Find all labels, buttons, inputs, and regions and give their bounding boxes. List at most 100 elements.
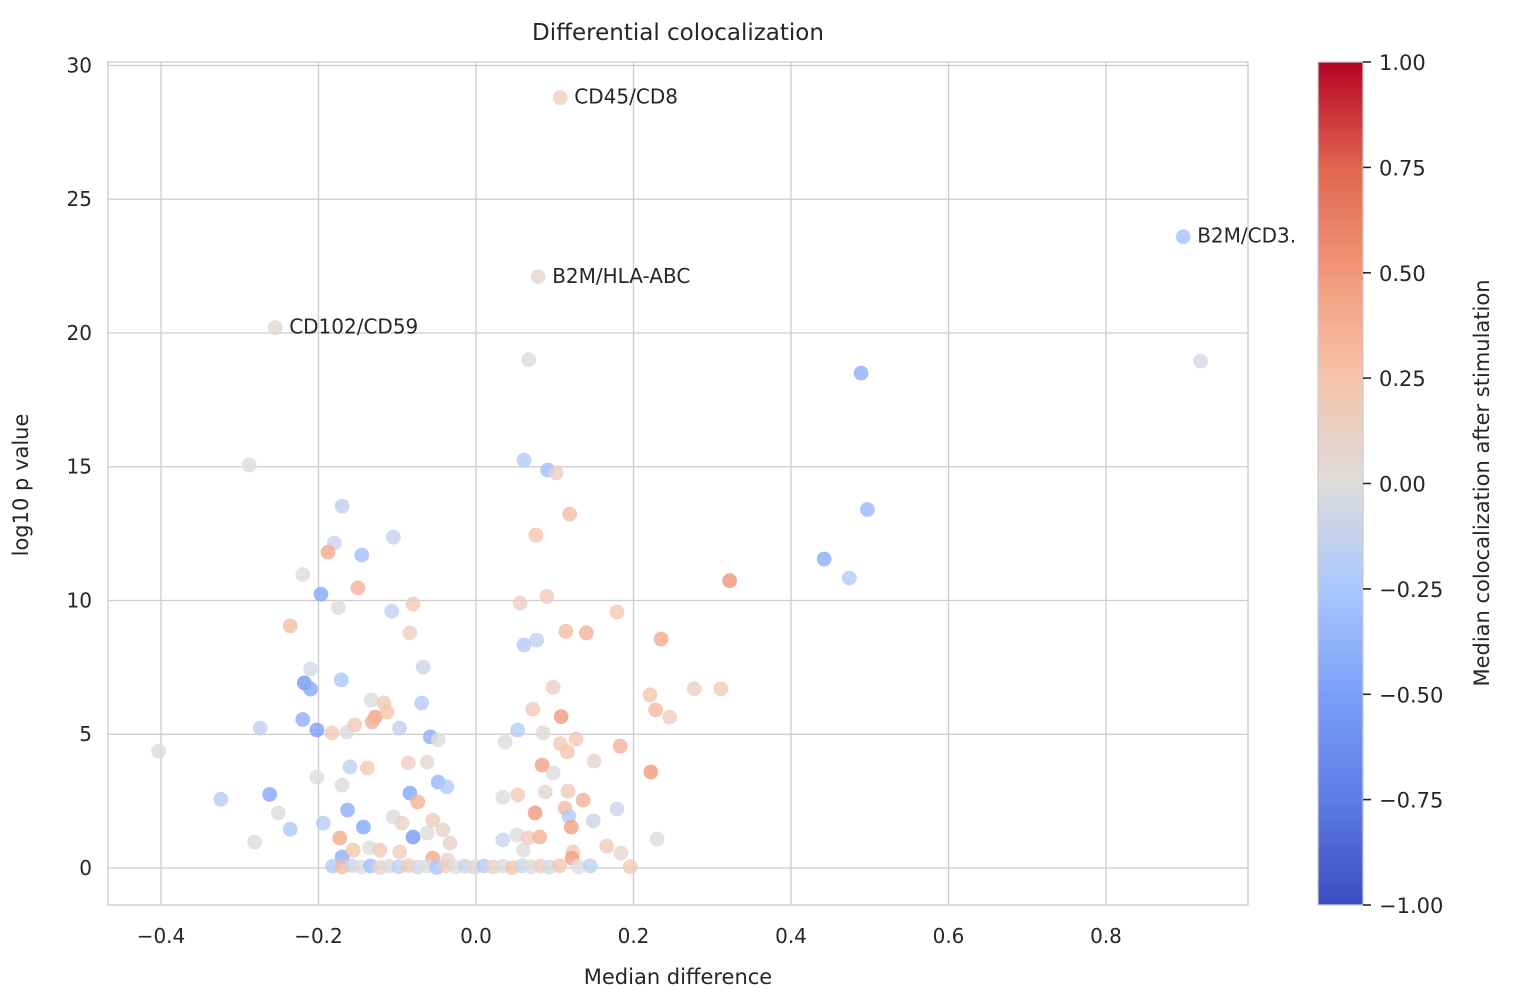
data-point [303,681,318,697]
data-point [535,725,551,741]
data-point [512,595,528,611]
data-point [270,805,286,821]
data-point [515,842,531,858]
colorbar-tick-label: −1.00 [1379,894,1443,918]
data-point [495,832,511,848]
data-point [497,734,513,750]
data-point [324,725,340,741]
x-tick-labels: −0.4 −0.2 0.0 0.2 0.4 0.6 0.8 [137,924,1122,948]
data-point [713,681,729,697]
data-point [649,831,665,847]
data-point [642,687,658,703]
data-point [405,596,421,612]
colorbar-tick-label: −0.75 [1379,789,1443,813]
data-point [529,632,544,648]
colorbar-label: Median colocalization after stimulation [1470,279,1494,686]
data-point [560,744,575,760]
data-point [599,838,615,854]
data-point [582,858,598,874]
data-point [241,457,257,473]
data-point [262,787,278,802]
y-tick-label: 5 [79,722,92,746]
colorbar-tick-label: −0.50 [1379,683,1443,707]
data-point [425,812,441,828]
x-tick-label: 0.0 [460,924,492,948]
data-point [303,661,318,677]
point-annotation: CD45/CD8 [574,85,678,109]
data-point [295,567,311,582]
data-point [643,764,659,780]
data-point [545,765,561,781]
data-point [520,830,536,846]
data-point [853,365,869,381]
data-point [364,714,380,730]
data-point [252,720,268,736]
data-point [816,551,832,567]
x-axis-label: Median difference [584,965,772,989]
data-point [334,498,350,514]
data-point [309,722,325,738]
y-tick-labels: 0 5 10 15 20 25 30 [67,54,92,881]
data-point [392,720,407,736]
data-point [347,717,363,733]
data-point [722,573,737,589]
y-tick-label: 0 [79,856,92,880]
colorbar-gradient [1317,61,1364,906]
data-point [435,822,451,838]
data-point [415,659,431,675]
data-point [558,623,574,639]
data-point [510,722,526,738]
data-point [372,842,388,858]
colorbar-tick-label: 0.75 [1379,156,1426,180]
data-point [552,90,568,105]
data-point [530,269,546,285]
data-point [392,844,407,860]
data-point [402,625,418,641]
data-point [295,712,311,727]
data-point [561,808,577,824]
data-point [562,506,578,522]
data-point [539,589,555,604]
data-point [332,830,348,846]
point-annotation: B2M/CD3. [1197,224,1296,248]
data-point [419,754,435,770]
data-point [495,789,511,805]
data-point [860,502,875,517]
x-tick-label: 0.2 [618,924,650,948]
plot-border [107,61,1249,906]
data-point [313,586,329,602]
x-tick-label: 0.4 [775,924,807,948]
x-tick-label: −0.4 [137,924,186,948]
data-point [563,819,579,835]
colorbar: 1.00 0.75 0.50 0.25 0.00 −0.25 −0.50 −0.75 −1.00… [1317,51,1494,918]
data-point [394,815,410,831]
x-tick-label: 0.6 [933,924,965,948]
data-point [623,859,638,875]
colorbar-tick-label: 0.50 [1379,262,1426,286]
data-point [333,672,349,688]
data-point [537,784,553,800]
data-point [527,805,543,821]
y-tick-label: 30 [67,54,92,78]
data-point [442,835,458,851]
data-point [363,692,379,708]
data-point [609,801,625,817]
data-point [309,769,325,785]
data-point [410,794,426,810]
data-point [400,755,416,771]
x-tick-label: −0.2 [294,924,343,948]
data-point [267,320,283,335]
data-point [1175,229,1191,245]
data-point [414,695,430,711]
colorbar-tick-label: 0.25 [1379,367,1426,391]
data-point [648,702,663,718]
data-point [320,544,336,560]
data-point [532,829,548,845]
data-point [568,731,584,747]
data-point [439,779,455,795]
data-point [552,858,567,874]
data-point [247,834,263,850]
data-point [334,777,350,793]
